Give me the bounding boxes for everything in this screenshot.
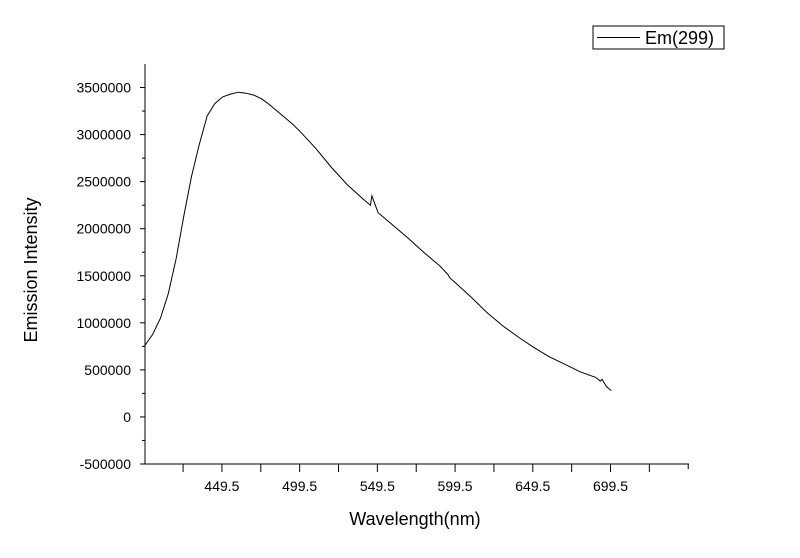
x-tick-label: 449.5 [204, 478, 239, 494]
y-tick-label: -500000 [80, 456, 132, 472]
y-tick-label: 0 [123, 409, 131, 425]
y-tick-label: 3500000 [76, 80, 131, 96]
y-tick-label: 2500000 [76, 174, 131, 190]
x-tick-label: 699.5 [593, 478, 628, 494]
ticks: -500000 0 500000 1000000 1500000 2000000 25000… [76, 80, 689, 494]
x-axis-title: Wavelength(nm) [349, 509, 480, 529]
y-tick-label: 1000000 [76, 315, 131, 331]
y-tick-label: 2000000 [76, 221, 131, 237]
legend-label-em299: Em(299) [645, 28, 714, 48]
axes [144, 64, 689, 465]
y-tick-label: 3000000 [76, 127, 131, 143]
series-line-em299 [144, 91, 612, 391]
y-tick-label: 1500000 [76, 268, 131, 284]
x-tick-label: 599.5 [438, 478, 473, 494]
x-tick-label: 649.5 [515, 478, 550, 494]
legend-box [592, 25, 725, 50]
y-tick-label: 500000 [84, 362, 131, 378]
x-tick-label: 499.5 [282, 478, 317, 494]
y-axis-title: Emission Intensity [21, 197, 41, 342]
x-tick-label: 549.5 [360, 478, 395, 494]
legend: Em(299) [592, 25, 725, 50]
